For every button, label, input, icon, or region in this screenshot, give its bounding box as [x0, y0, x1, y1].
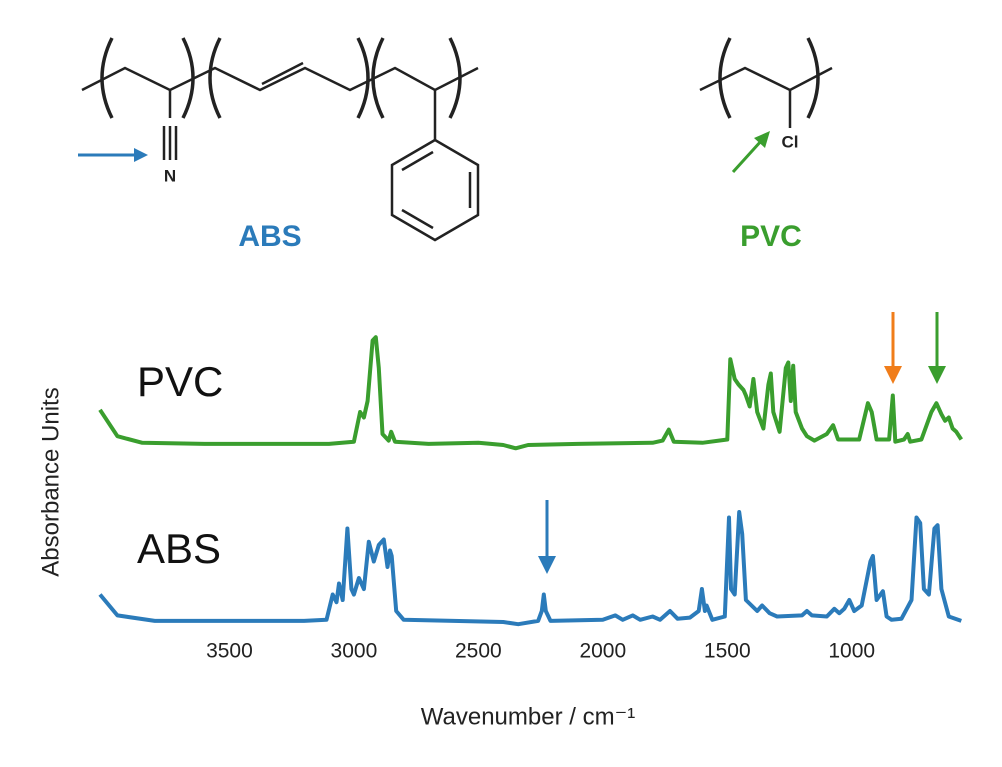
x-tick-label: 2500 — [455, 640, 502, 663]
band-arrows — [538, 312, 946, 574]
atom-label: N — [164, 166, 176, 185]
y-axis-label: Absorbance Units — [37, 387, 64, 576]
structure-name: ABS — [238, 220, 301, 253]
x-tick-label: 2000 — [579, 640, 626, 663]
atom-label: Cl — [782, 132, 799, 151]
spectrum-line — [98, 335, 963, 451]
pvc-structure: Cl PVC — [699, 37, 833, 253]
structure-name: PVC — [740, 220, 802, 253]
arrow-head — [884, 366, 902, 384]
x-tick-label: 3500 — [206, 640, 253, 663]
arrow-head — [538, 556, 556, 574]
x-tick-label: 3000 — [331, 640, 378, 663]
x-axis-label: Wavenumber / cm⁻¹ — [421, 703, 636, 730]
annotation-arrow — [731, 138, 764, 174]
arrow-head — [134, 148, 148, 162]
x-tick-label: 1500 — [704, 640, 751, 663]
x-tick-label: 1000 — [828, 640, 875, 663]
series-label: ABS — [137, 525, 221, 572]
series-label: PVC — [137, 358, 223, 405]
spectrum-line — [98, 510, 962, 627]
arrow-head — [754, 131, 770, 148]
arrow-head — [928, 366, 946, 384]
abs-structure: N ABS — [78, 37, 480, 253]
